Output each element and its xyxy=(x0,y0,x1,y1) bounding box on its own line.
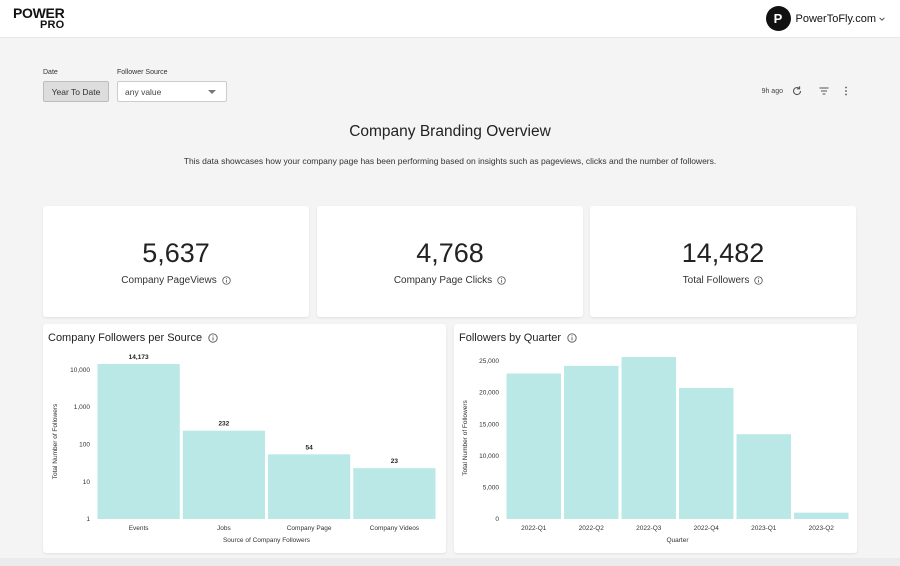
kpi-card-page-clicks: 4,768 Company Page Clicks xyxy=(317,206,583,317)
top-bar: POWER PRO P PowerToFly.com xyxy=(0,0,900,38)
chevron-down-icon xyxy=(879,16,885,21)
chart-panel-followers-per-source: Company Followers per Source 1 10 100 1,000… xyxy=(43,324,446,553)
y-tick-label: 0 xyxy=(495,516,499,523)
avatar: P xyxy=(765,6,791,31)
x-tick-label: Events xyxy=(129,525,150,532)
last-updated-text: 9h ago xyxy=(761,87,783,95)
y-tick-label: 10 xyxy=(83,479,91,486)
x-tick-label: Jobs xyxy=(217,525,231,532)
kpi-value: 14,482 xyxy=(681,238,765,268)
x-tick-label: 2023-Q2 xyxy=(809,525,835,532)
x-tick-label: 2022-Q2 xyxy=(579,525,605,532)
y-axis-title: Total Number of Followers xyxy=(52,403,59,479)
info-icon[interactable] xyxy=(567,333,577,343)
kpi-value: 4,768 xyxy=(416,238,484,268)
y-tick-label: 10,000 xyxy=(70,367,90,374)
y-tick-label: 1 xyxy=(86,516,90,523)
bar xyxy=(564,365,619,519)
filter-icon[interactable] xyxy=(818,85,830,97)
bar xyxy=(794,512,849,519)
chart-title: Company Followers per Source xyxy=(48,332,203,344)
y-tick-label: 10,000 xyxy=(479,453,499,460)
info-icon[interactable] xyxy=(208,333,218,343)
y-tick-label: 20,000 xyxy=(479,390,499,397)
bar xyxy=(97,364,180,519)
info-icon[interactable] xyxy=(754,276,764,285)
x-tick-label: 2022-Q4 xyxy=(694,525,720,532)
kpi-card-pageviews: 5,637 Company PageViews xyxy=(43,206,309,317)
info-icon[interactable] xyxy=(497,276,506,285)
dashboard-subtitle: This data showcases how your company pag… xyxy=(183,156,717,166)
chart-title: Followers by Quarter xyxy=(459,332,562,344)
kpi-label: Company Page Clicks xyxy=(393,275,493,286)
kpi-label-row: Company PageViews xyxy=(43,275,309,286)
chart-title-row: Company Followers per Source xyxy=(48,332,218,344)
bar xyxy=(353,468,436,519)
x-tick-label: Company Videos xyxy=(370,525,420,532)
dashboard-toolbar: 9h ago xyxy=(762,85,852,97)
kpi-label-row: Company Page Clicks xyxy=(317,275,583,286)
y-tick-label: 1,000 xyxy=(74,404,91,411)
info-icon[interactable] xyxy=(222,276,231,285)
x-axis-title: Quarter xyxy=(666,537,689,544)
x-tick-label: 2022-Q3 xyxy=(636,525,662,532)
bar xyxy=(621,357,676,519)
account-name: PowerToFly.com xyxy=(795,12,876,25)
bar xyxy=(268,454,351,519)
bar xyxy=(736,434,791,519)
more-options-icon[interactable] xyxy=(840,85,852,97)
data-label: 54 xyxy=(306,444,314,451)
date-filter-label: Date xyxy=(43,69,58,76)
follower-source-value: any value xyxy=(125,86,162,97)
kpi-card-total-followers: 14,482 Total Followers xyxy=(590,206,856,317)
chart-title-row: Followers by Quarter xyxy=(459,332,577,344)
data-label: 23 xyxy=(391,458,399,465)
bar xyxy=(182,430,265,519)
followers-per-source-chart: 1 10 100 1,000 10,000 Total Number of Followe… xyxy=(52,354,436,544)
bottom-strip xyxy=(0,558,900,566)
logo-line2: PRO xyxy=(40,19,65,31)
dropdown-caret-icon xyxy=(208,90,216,94)
chart-panel-followers-by-quarter: Followers by Quarter 0 5,000 10,000 15,000 2… xyxy=(454,324,857,553)
y-tick-label: 25,000 xyxy=(479,358,499,365)
x-tick-label: Company Page xyxy=(287,525,332,532)
y-axis-title: Total Number of Followers xyxy=(462,400,469,476)
refresh-icon[interactable] xyxy=(791,85,803,97)
x-tick-label: 2023-Q1 xyxy=(751,525,777,532)
data-label: 14,173 xyxy=(129,354,149,361)
y-tick-label: 5,000 xyxy=(483,485,500,492)
dashboard-title: Company Branding Overview xyxy=(349,123,551,140)
account-menu[interactable]: P PowerToFly.com xyxy=(765,6,886,31)
bar xyxy=(506,373,561,519)
y-tick-label: 100 xyxy=(79,442,90,449)
kpi-label: Total Followers xyxy=(682,275,750,286)
kpi-value: 5,637 xyxy=(142,238,210,268)
follower-source-select[interactable]: any value xyxy=(117,81,227,102)
kpi-label: Company PageViews xyxy=(121,275,217,286)
x-tick-label: 2022-Q1 xyxy=(521,525,547,532)
date-filter-button[interactable]: Year To Date xyxy=(43,81,109,102)
y-tick-label: 15,000 xyxy=(479,421,499,428)
data-label: 232 xyxy=(218,421,229,428)
power-pro-logo[interactable]: POWER PRO xyxy=(13,5,65,31)
kpi-label-row: Total Followers xyxy=(590,275,856,286)
followers-by-quarter-chart: 0 5,000 10,000 15,000 20,000 25,000 Total Numb… xyxy=(462,357,849,544)
bar xyxy=(679,388,734,519)
source-filter-label: Follower Source xyxy=(117,69,168,76)
logo-line1: POWER xyxy=(13,5,65,21)
x-axis-title: Source of Company Followers xyxy=(223,537,311,544)
